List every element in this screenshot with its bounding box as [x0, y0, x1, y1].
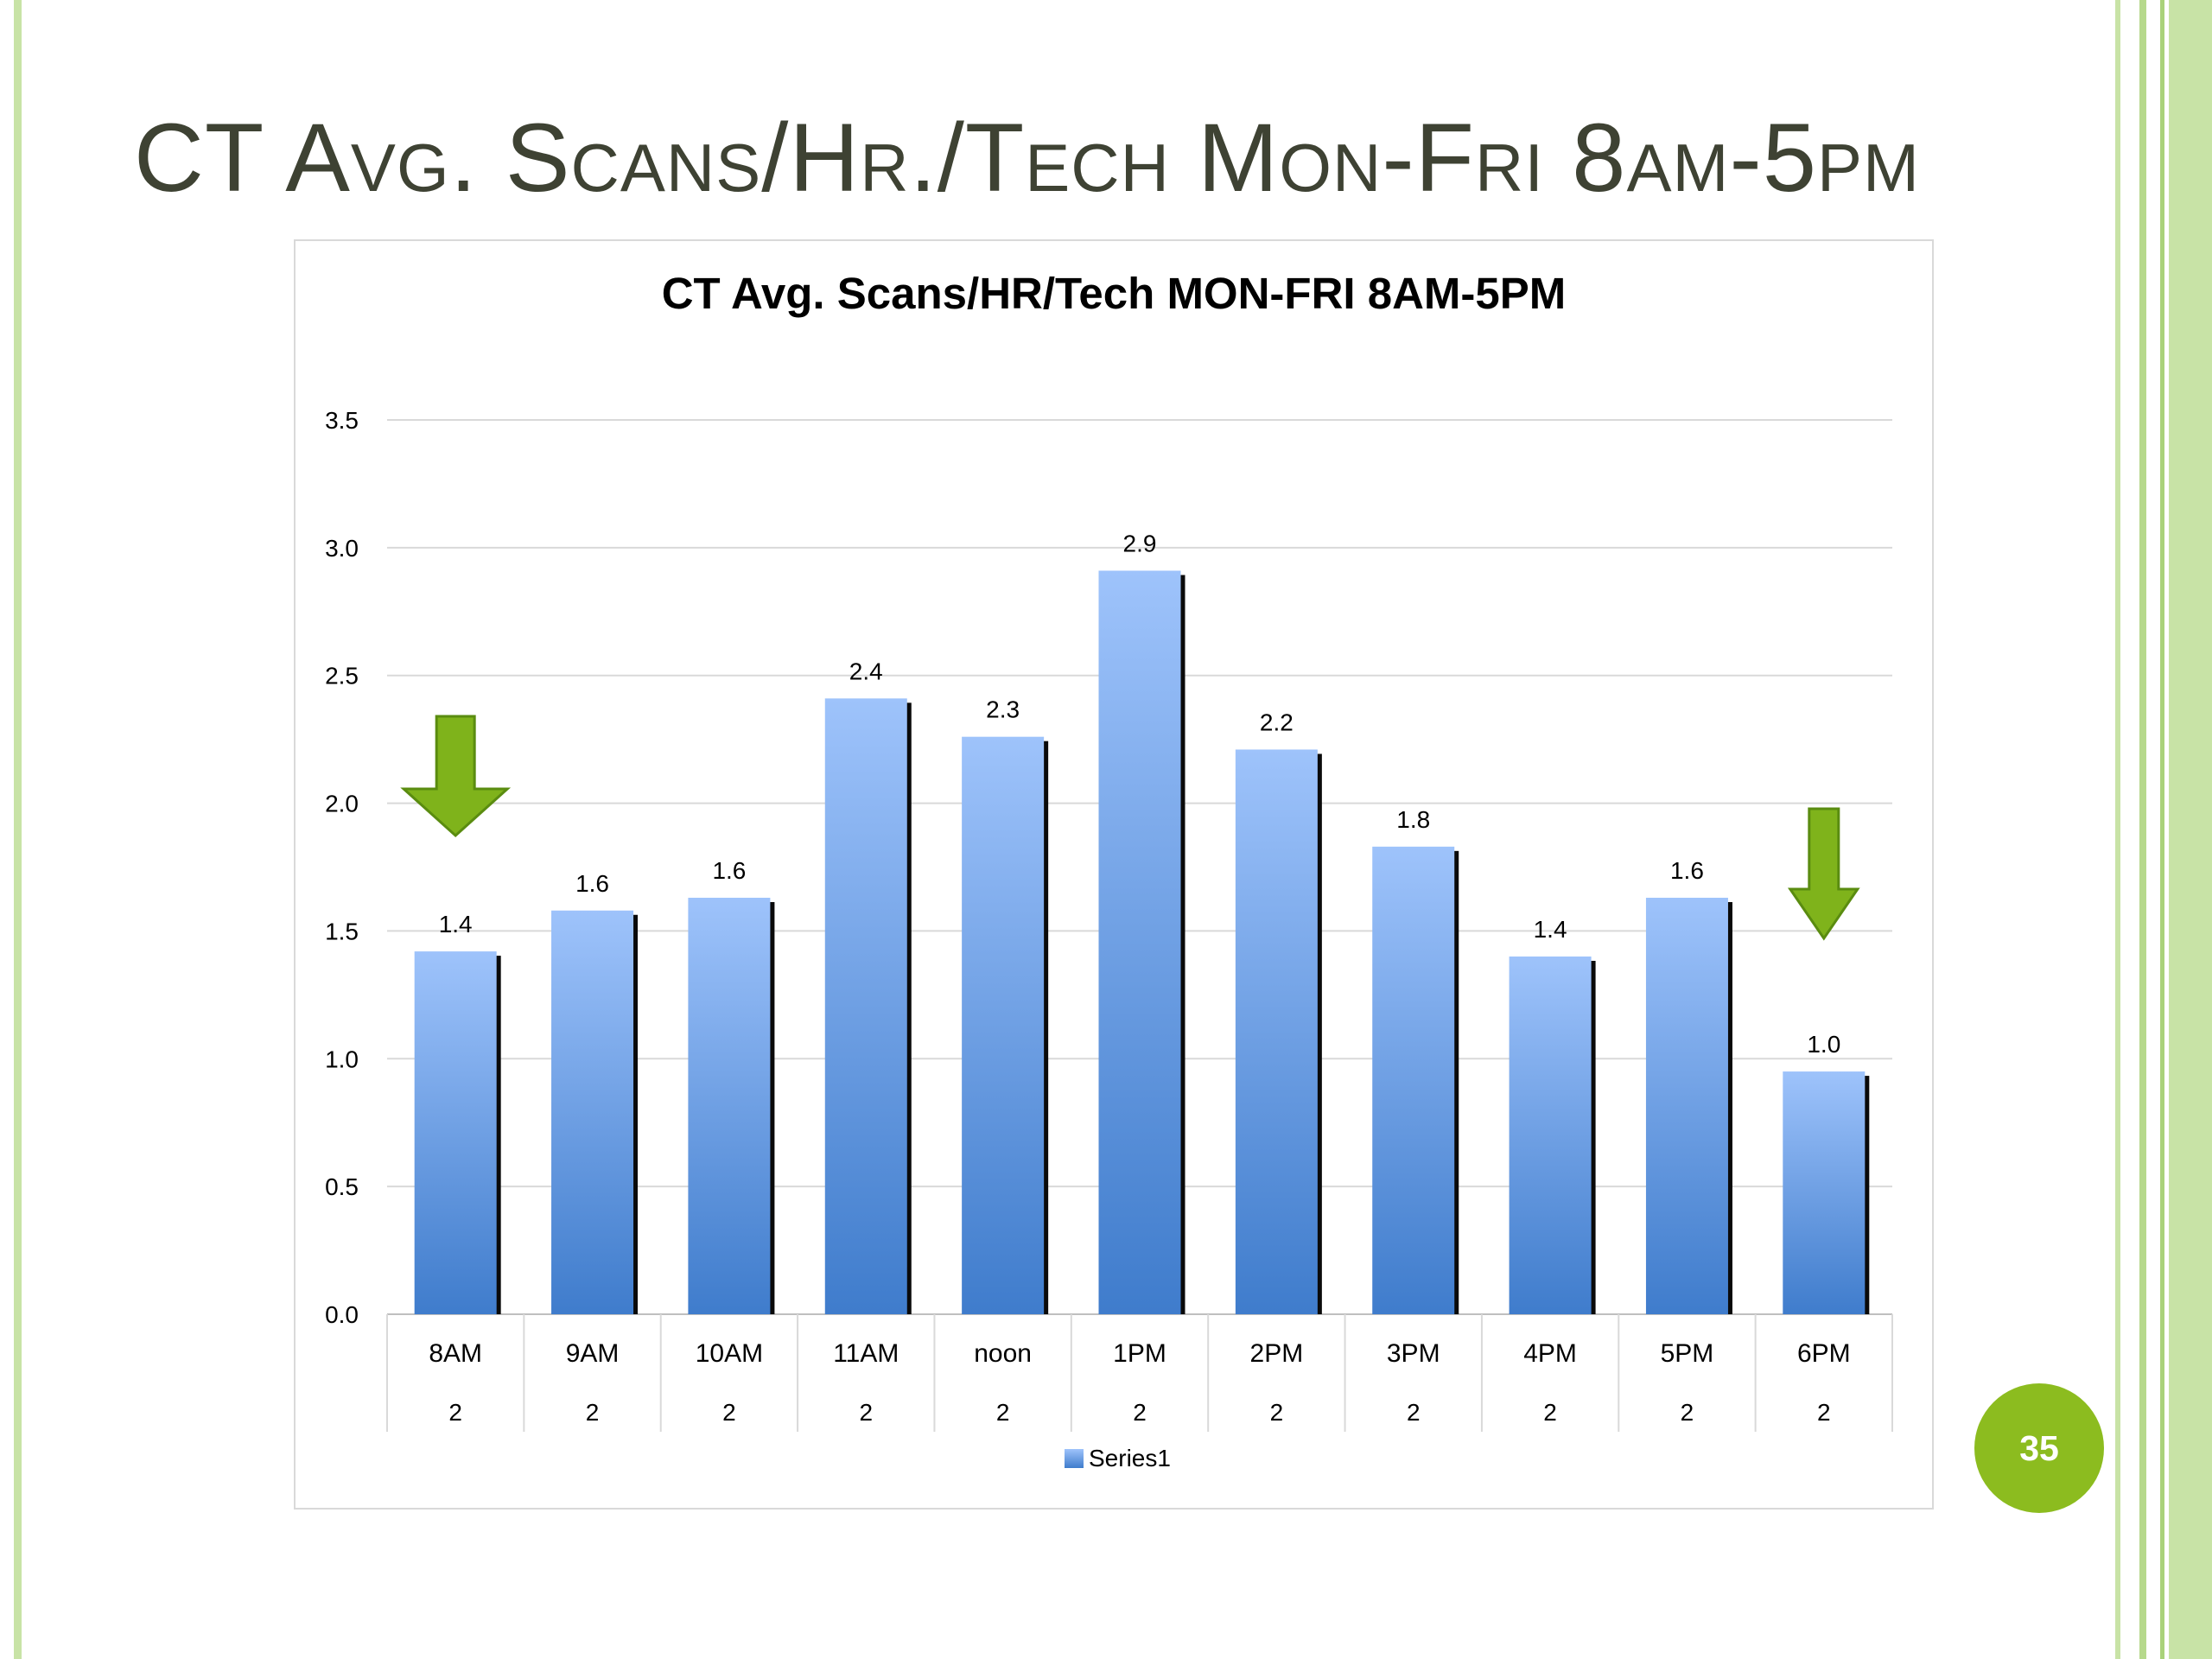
- x-sub-label: 2: [996, 1399, 1010, 1426]
- bar: [688, 897, 771, 1314]
- y-tick-label: 0.5: [325, 1173, 359, 1200]
- bar: [414, 951, 497, 1314]
- x-sub-label: 2: [859, 1399, 873, 1426]
- bar-chart: CT Avg. Scans/HR/Tech MON-FRI 8AM-5PM 0.0…: [325, 269, 1893, 1471]
- data-label: 2.3: [986, 696, 1020, 723]
- x-tick-label: 5PM: [1661, 1339, 1714, 1368]
- right-border-stripe: [2139, 0, 2146, 1659]
- chart-title: CT Avg. Scans/HR/Tech MON-FRI 8AM-5PM: [662, 269, 1567, 318]
- x-tick-label: 3PM: [1387, 1339, 1440, 1368]
- bar: [551, 910, 634, 1314]
- right-border-band: [2115, 0, 2212, 1659]
- y-tick-label: 2.5: [325, 663, 359, 690]
- data-label: 1.6: [1670, 857, 1704, 884]
- data-label: 1.4: [1534, 916, 1567, 943]
- bar: [1235, 749, 1318, 1314]
- data-label: 1.6: [712, 857, 746, 884]
- data-label: 1.6: [575, 870, 609, 897]
- x-tick-label: noon: [974, 1339, 1032, 1368]
- bar: [1783, 1071, 1866, 1314]
- y-tick-label: 2.0: [325, 791, 359, 817]
- data-label: 2.9: [1123, 530, 1157, 556]
- x-tick-label: 4PM: [1523, 1339, 1577, 1368]
- bar: [1645, 897, 1728, 1314]
- x-sub-label: 2: [1133, 1399, 1147, 1426]
- bar: [962, 736, 1045, 1314]
- x-tick-label: 6PM: [1797, 1339, 1851, 1368]
- x-sub-label: 2: [1270, 1399, 1284, 1426]
- page-number-badge: 35: [1974, 1383, 2104, 1513]
- bar: [1372, 846, 1455, 1314]
- bar: [824, 698, 907, 1314]
- x-sub-label: 2: [1407, 1399, 1421, 1426]
- right-border-stripe: [2169, 0, 2212, 1659]
- data-label: 2.2: [1260, 709, 1294, 735]
- legend-label: Series1: [1089, 1445, 1171, 1471]
- left-border-rule: [14, 0, 22, 1659]
- y-tick-label: 1.0: [325, 1046, 359, 1072]
- x-sub-label: 2: [586, 1399, 600, 1426]
- down-arrow-icon: [1787, 807, 1860, 941]
- y-tick-label: 3.5: [325, 407, 359, 434]
- data-label: 2.4: [849, 658, 883, 684]
- x-sub-label: 2: [1681, 1399, 1694, 1426]
- data-label: 1.4: [439, 911, 473, 938]
- bar: [1509, 957, 1592, 1314]
- slide-title: CT Avg. Scans/Hr./Tech Mon-Fri 8am-5pm: [134, 104, 1921, 212]
- x-sub-label: 2: [1817, 1399, 1831, 1426]
- x-sub-label: 2: [448, 1399, 462, 1426]
- y-tick-label: 0.0: [325, 1301, 359, 1328]
- x-tick-label: 10AM: [696, 1339, 763, 1368]
- x-tick-label: 8AM: [429, 1339, 482, 1368]
- right-border-stripe: [2115, 0, 2120, 1659]
- data-label: 1.0: [1807, 1031, 1840, 1058]
- right-border-stripe: [2160, 0, 2164, 1659]
- x-tick-label: 11AM: [833, 1339, 899, 1368]
- x-tick-label: 1PM: [1113, 1339, 1166, 1368]
- x-sub-label: 2: [722, 1399, 736, 1426]
- bar: [1098, 570, 1181, 1314]
- x-sub-label: 2: [1543, 1399, 1557, 1426]
- data-label: 1.8: [1396, 806, 1430, 833]
- y-tick-label: 3.0: [325, 535, 359, 562]
- y-tick-label: 1.5: [325, 918, 359, 944]
- x-tick-label: 9AM: [566, 1339, 620, 1368]
- down-arrow-icon: [400, 715, 512, 838]
- legend-swatch: [1065, 1449, 1084, 1468]
- x-tick-label: 2PM: [1250, 1339, 1304, 1368]
